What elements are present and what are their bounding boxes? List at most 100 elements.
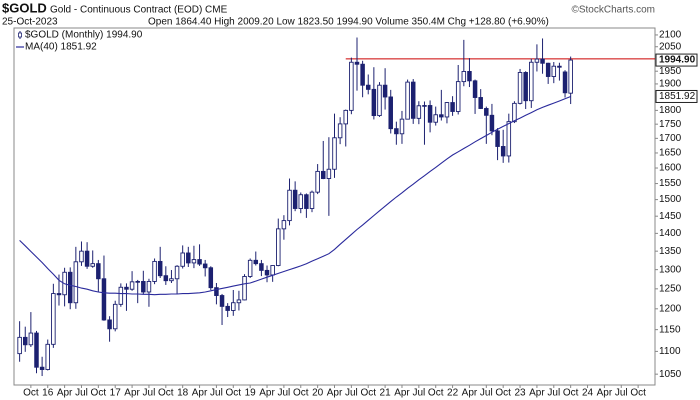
x-tick-label: Apr [327, 388, 343, 399]
x-tick-label: 22 [447, 388, 459, 399]
x-tick-label: Oct [91, 388, 107, 399]
x-tick-label: Apr [192, 388, 208, 399]
candle-body [298, 194, 304, 209]
x-tick-label: Jul [75, 388, 88, 399]
y-tick-label: 1950 [659, 66, 682, 77]
candle-body [433, 114, 438, 123]
candle-body [135, 281, 140, 283]
candle-body [450, 102, 455, 112]
y-tick-label: 1100 [659, 346, 681, 357]
candle-body [529, 61, 534, 102]
x-tick-label: Oct [428, 388, 444, 399]
y-tick-label: 1450 [659, 211, 682, 222]
candle-body [394, 128, 399, 135]
y-tick-label: 1700 [659, 133, 682, 144]
y-tick-label: 1600 [659, 163, 682, 174]
candle-body [309, 191, 315, 209]
candle-body [73, 261, 79, 304]
candle-body [56, 293, 62, 296]
y-tick-label: 1900 [659, 79, 682, 90]
y-tick-label: 1250 [659, 283, 682, 294]
candle-body [112, 303, 118, 330]
x-tick-label: Jul [277, 388, 290, 399]
candle-body [225, 305, 230, 311]
candle-body [304, 194, 309, 209]
x-tick-label: Apr [259, 388, 275, 399]
x-tick-label: Apr [124, 388, 140, 399]
x-tick-label: 24 [582, 388, 594, 399]
candle-body [39, 366, 45, 370]
candle-body [51, 293, 56, 345]
candle-body [264, 269, 270, 276]
candle-body [174, 265, 180, 280]
y-tick-label: 1300 [659, 264, 682, 275]
y-tick-label: 1200 [659, 303, 682, 314]
x-tick-label: Oct [23, 388, 39, 399]
y-tick-label: 1550 [659, 178, 682, 189]
candle-body [67, 271, 73, 304]
candle-body [163, 275, 169, 282]
y-tick-label: 1150 [659, 324, 681, 335]
candle-body [422, 105, 427, 107]
candle-body [28, 332, 34, 346]
x-tick-label: Oct [360, 388, 376, 399]
candle-body [270, 265, 275, 276]
x-tick-label: 19 [245, 388, 257, 399]
y-tick-label: 1350 [659, 246, 682, 257]
x-tick-label: Apr [529, 388, 545, 399]
candle-body [388, 96, 393, 130]
x-tick-label: Oct [293, 388, 309, 399]
candle-body [332, 137, 337, 170]
candle-body [399, 118, 405, 135]
candle-body [129, 281, 135, 290]
x-tick-label: Jul [345, 388, 358, 399]
candle-body [568, 59, 573, 94]
candle-body [118, 286, 124, 305]
candle-body [236, 299, 242, 304]
x-tick-label: Oct [495, 388, 511, 399]
candle-body [152, 260, 157, 282]
x-tick-label: Jul [210, 388, 223, 399]
candle-body [467, 71, 472, 82]
last-value-box [655, 53, 698, 67]
candle-body [157, 260, 163, 277]
candle-body [292, 189, 298, 209]
y-tick-label: 1400 [659, 228, 682, 239]
candle-body [523, 72, 528, 102]
quote: Open 1864.40 High 2009.20 Low 1823.50 19… [148, 17, 549, 28]
x-tick-label: 16 [42, 388, 54, 399]
candle-body [45, 343, 50, 370]
x-tick-label: Oct [226, 388, 242, 399]
candle-body [360, 63, 365, 86]
x-tick-label: Jul [412, 388, 425, 399]
candle-body [484, 108, 489, 116]
x-tick-label: Apr [597, 388, 613, 399]
candle-body [96, 263, 101, 280]
last-value-label: 1851.92 [659, 91, 696, 102]
description: Gold - Continuous Contract (EOD) CME [50, 5, 228, 16]
candle-body [444, 102, 450, 118]
candle-body [326, 168, 332, 179]
candle-body [551, 65, 557, 77]
candle-body [141, 281, 146, 293]
candle-body [22, 336, 28, 346]
y-tick-label: 2100 [659, 30, 682, 41]
x-tick-label: 17 [110, 388, 122, 399]
candle-body [545, 62, 551, 77]
candle-body [365, 84, 371, 90]
candle-body [349, 61, 354, 111]
date: 25-Oct-2023 [2, 17, 58, 28]
y-tick-label: 1750 [659, 119, 682, 130]
candle-body [90, 263, 95, 267]
candle-body [17, 336, 22, 355]
candle-body [276, 228, 281, 266]
candle-body [315, 170, 320, 193]
candle-body [416, 105, 422, 119]
x-tick-label: Jul [143, 388, 156, 399]
y-tick-label: 2050 [659, 41, 682, 52]
candle-body [500, 146, 506, 157]
y-tick-label: 1500 [659, 194, 682, 205]
candle-body [478, 97, 483, 109]
candle-body [146, 281, 152, 293]
candle-body [337, 123, 343, 139]
